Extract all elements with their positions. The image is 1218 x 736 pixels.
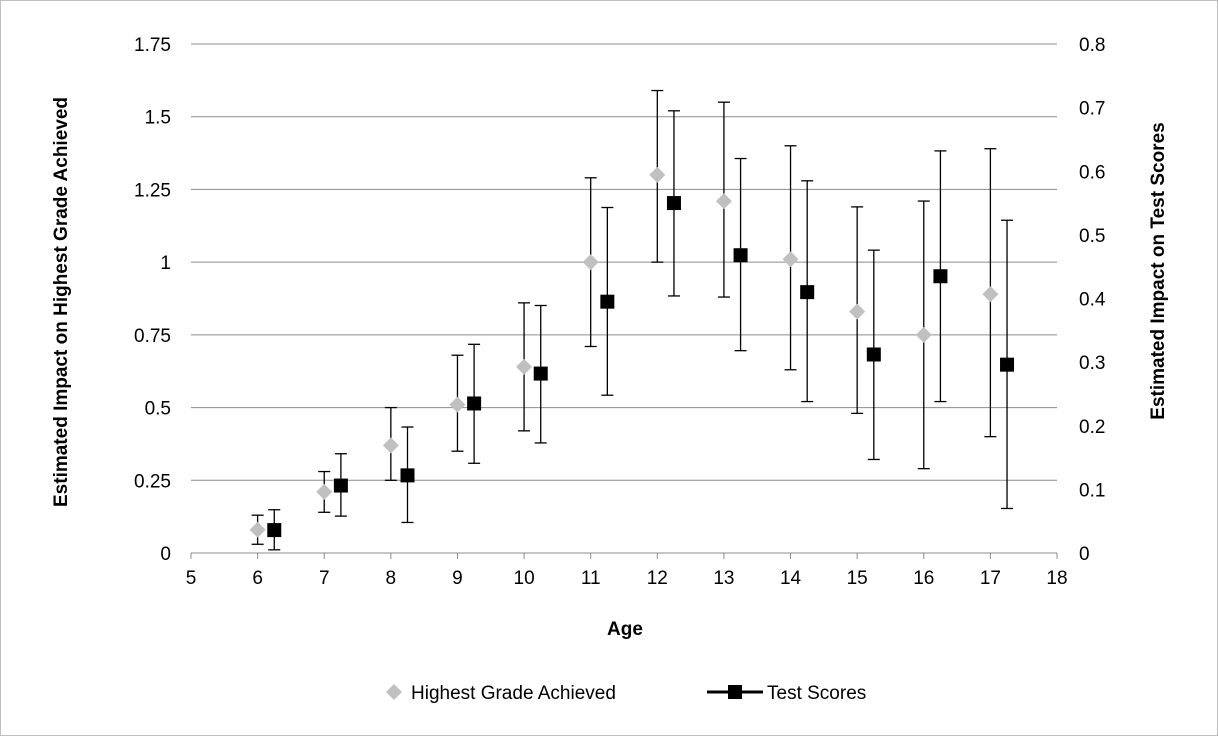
y-right-tick-label: 0.3 xyxy=(1079,353,1105,374)
x-tick-label: 6 xyxy=(252,568,263,589)
y-right-tick-label: 0.1 xyxy=(1079,480,1105,501)
y-right-axis-ticks: 0 0.1 0.2 0.3 0.4 0.5 0.6 0.7 0.8 xyxy=(1079,35,1106,565)
score-point xyxy=(800,285,815,300)
y-right-tick-label: 0.7 xyxy=(1079,99,1105,120)
y-left-tick-label: 1.5 xyxy=(145,108,171,129)
y-left-tick-label: 0.5 xyxy=(145,399,171,420)
y-left-tick-label: 0 xyxy=(160,544,171,565)
legend-square-icon xyxy=(728,685,742,699)
grade-point xyxy=(649,166,666,183)
score-point xyxy=(733,248,748,263)
score-point xyxy=(666,196,681,211)
grade-point xyxy=(449,396,466,413)
x-tick-label: 17 xyxy=(980,568,1001,589)
grade-point xyxy=(915,326,932,343)
score-point xyxy=(533,366,548,381)
y-left-tick-label: 1.75 xyxy=(134,35,171,56)
legend-label-scores: Test Scores xyxy=(767,683,866,704)
data-markers xyxy=(249,166,1015,538)
x-axis-ticks: 5 6 7 8 9 10 11 12 13 14 15 16 17 18 xyxy=(186,553,1068,589)
grade-point xyxy=(382,437,399,454)
y-left-tick-label: 1.25 xyxy=(134,180,171,201)
x-tick-label: 13 xyxy=(713,568,734,589)
score-point xyxy=(400,468,415,483)
x-tick-label: 10 xyxy=(514,568,535,589)
x-tick-label: 12 xyxy=(647,568,668,589)
grade-point xyxy=(782,251,799,268)
legend: Highest Grade Achieved Test Scores xyxy=(386,683,866,704)
y-left-axis-title: Estimated Impact on Highest Grade Achiev… xyxy=(51,97,72,507)
x-tick-label: 14 xyxy=(780,568,802,589)
y-right-tick-label: 0 xyxy=(1079,544,1090,565)
y-right-tick-label: 0.6 xyxy=(1079,162,1105,183)
x-tick-label: 11 xyxy=(581,568,601,589)
grade-point xyxy=(582,254,599,271)
grade-point xyxy=(982,286,999,303)
legend-item-grade: Highest Grade Achieved xyxy=(386,683,616,704)
score-point xyxy=(267,523,282,538)
grade-point xyxy=(849,303,866,320)
error-bars xyxy=(251,89,1014,551)
y-right-tick-label: 0.4 xyxy=(1079,290,1106,311)
legend-diamond-icon xyxy=(386,684,402,700)
x-tick-label: 7 xyxy=(319,568,330,589)
grade-point xyxy=(715,193,732,210)
x-tick-label: 9 xyxy=(452,568,463,589)
y-left-axis-ticks: 0 0.25 0.5 0.75 1 1.25 1.5 1.75 xyxy=(134,35,171,565)
score-point xyxy=(600,294,615,309)
y-right-axis-title: Estimated Impact on Test Scores xyxy=(1148,122,1169,419)
y-right-tick-label: 0.2 xyxy=(1079,417,1105,438)
x-tick-label: 8 xyxy=(386,568,397,589)
x-tick-label: 5 xyxy=(186,568,197,589)
legend-label-grade: Highest Grade Achieved xyxy=(411,683,616,704)
legend-item-scores: Test Scores xyxy=(707,683,866,704)
x-axis-title: Age xyxy=(607,619,643,640)
score-point xyxy=(933,269,948,284)
score-point xyxy=(467,396,482,411)
score-point xyxy=(866,347,881,362)
grade-point xyxy=(316,483,333,500)
gridlines xyxy=(191,43,1057,481)
score-point xyxy=(1000,357,1015,372)
grade-point xyxy=(249,521,266,538)
x-tick-label: 15 xyxy=(847,568,868,589)
grade-point xyxy=(516,358,533,375)
y-left-tick-label: 0.75 xyxy=(134,326,171,347)
x-tick-label: 16 xyxy=(913,568,934,589)
y-right-tick-label: 0.8 xyxy=(1079,35,1105,56)
y-left-tick-label: 0.25 xyxy=(134,471,171,492)
x-tick-label: 18 xyxy=(1046,568,1067,589)
y-right-tick-label: 0.5 xyxy=(1079,226,1105,247)
y-left-tick-label: 1 xyxy=(160,253,171,274)
score-point xyxy=(333,478,348,493)
